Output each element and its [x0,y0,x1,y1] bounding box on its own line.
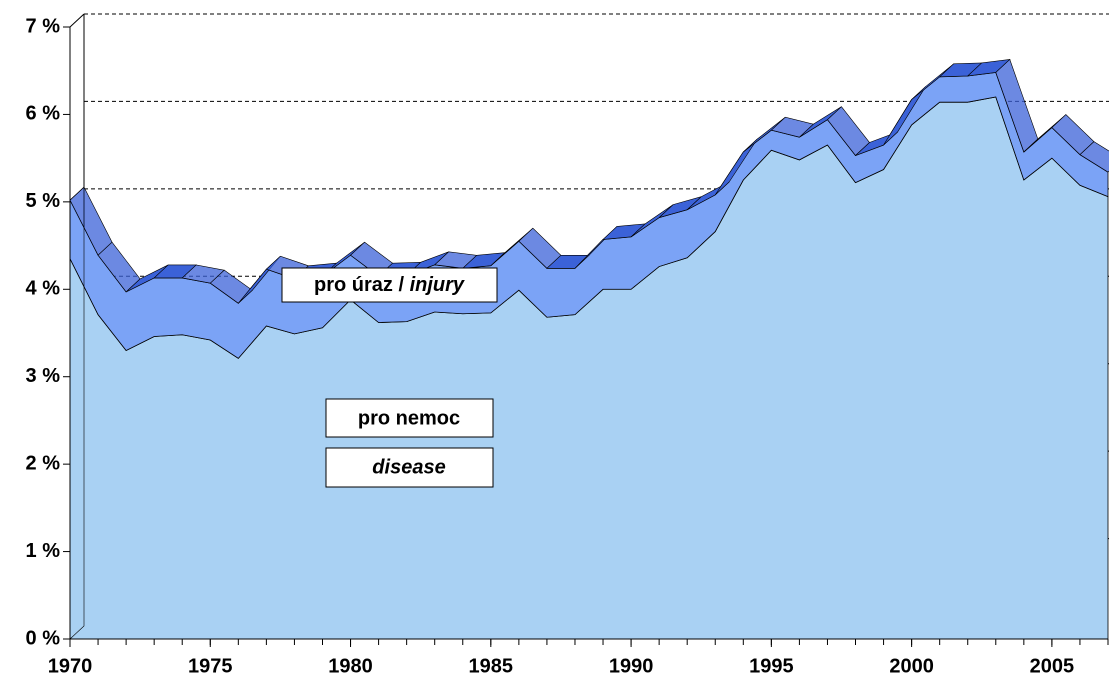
x-tick-label: 1980 [328,655,373,677]
y-tick-label: 2 % [26,452,61,474]
axes: 0 % 1 % 2 % 3 % 4 % 5 % 6 % 7 % 1970 1975 1980 1985… [26,15,1109,677]
annotations: pro úraz / injury pro nemoc disease [281,267,498,488]
y-tick-label: 7 % [26,15,61,37]
x-tick-label: 2005 [1030,655,1075,677]
y-tick-label: 5 % [26,190,61,212]
side-edge [69,13,85,28]
annotation-text: injury [410,274,465,296]
annotation-box [325,398,494,438]
y-tick-label: 3 % [26,365,61,387]
plot-area [69,58,1109,640]
x-tick-label: 1995 [749,655,794,677]
annotation: pro nemoc [358,407,460,429]
x-tick-label: 1970 [48,655,93,677]
side-face [69,186,85,640]
annotation-text: pro úraz / [314,274,410,296]
annotation-box [281,267,498,303]
x-tick-label: 2000 [889,655,934,677]
x-tick-label: 1990 [609,655,654,677]
area [69,96,1109,640]
annotation-box [325,447,494,488]
y-tick-label: 4 % [26,278,61,300]
top-face [1079,141,1109,173]
x-tick-label: 1975 [188,655,233,677]
y-tick-label: 6 % [26,103,61,125]
x-tick-label: 1985 [469,655,514,677]
annotation: disease [372,456,445,478]
y-tick-label: 0 % [26,627,61,649]
annotation: pro úraz / injury [314,274,465,296]
y-tick-label: 1 % [26,540,61,562]
